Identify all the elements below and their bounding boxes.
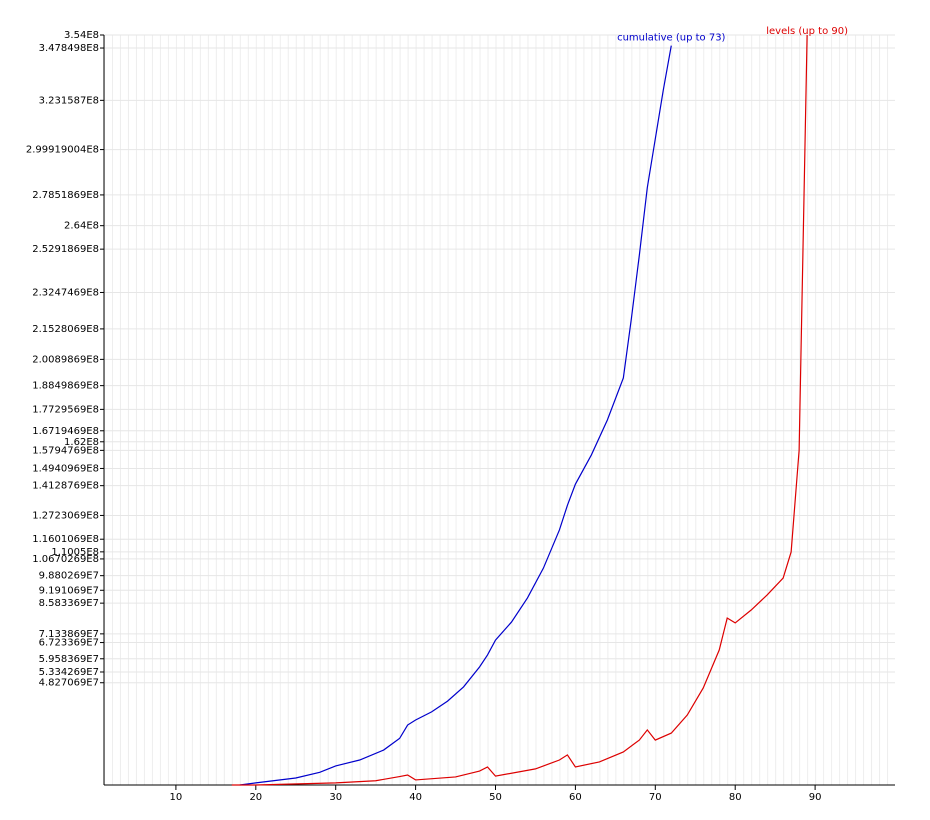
x-tick-label: 70 xyxy=(649,792,662,803)
y-tick-label: 1.2723069E8 xyxy=(32,510,99,521)
y-tick-label: 1.4940969E8 xyxy=(32,463,99,474)
y-tick-label: 1.5794769E8 xyxy=(32,445,99,456)
y-tick-label: 2.3247469E8 xyxy=(32,287,99,298)
y-tick-label: 3.231587E8 xyxy=(39,95,99,106)
y-tick-label: 2.7851869E8 xyxy=(32,190,99,201)
x-tick-label: 50 xyxy=(489,792,502,803)
x-tick-label: 30 xyxy=(329,792,342,803)
series-label: cumulative (up to 73) xyxy=(617,33,725,44)
y-tick-label: 2.64E8 xyxy=(64,221,99,232)
y-tick-label: 1.4128769E8 xyxy=(32,481,99,492)
y-tick-label: 2.1528069E8 xyxy=(32,324,99,335)
series-line xyxy=(231,34,808,786)
y-tick-label: 2.5291869E8 xyxy=(32,244,99,255)
y-tick-label: 3.54E8 xyxy=(64,30,99,41)
x-tick-label: 10 xyxy=(170,792,183,803)
y-tick-label: 8.583369E7 xyxy=(39,598,99,609)
y-tick-label: 5.958369E7 xyxy=(39,654,99,665)
y-tick-label: 1.7729569E8 xyxy=(32,404,99,415)
y-tick-label: 9.191069E7 xyxy=(39,585,99,596)
y-tick-label: 7.133869E7 xyxy=(39,629,99,640)
y-tick-label: 9.880269E7 xyxy=(39,571,99,582)
y-tick-label: 2.0089869E8 xyxy=(32,354,99,365)
y-tick-label: 5.334269E7 xyxy=(39,667,99,678)
y-tick-label: 1.0670269E8 xyxy=(32,554,99,565)
x-tick-label: 40 xyxy=(409,792,422,803)
y-tick-label: 3.478498E8 xyxy=(39,43,99,54)
y-tick-label: 4.827069E7 xyxy=(39,678,99,689)
y-tick-label: 1.62E8 xyxy=(64,437,99,448)
y-tick-label: 2.99919004E8 xyxy=(26,145,99,156)
y-tick-label: 1.1005E8 xyxy=(51,547,99,558)
minor-grid xyxy=(104,35,895,785)
x-tick-label: 20 xyxy=(249,792,262,803)
y-tick-label: 6.723369E7 xyxy=(39,638,99,649)
y-tick-label: 1.1601069E8 xyxy=(32,534,99,545)
series-line xyxy=(239,45,672,786)
x-tick-label: 80 xyxy=(729,792,742,803)
x-tick-label: 60 xyxy=(569,792,582,803)
y-tick-label: 1.8849869E8 xyxy=(32,381,99,392)
x-tick-label: 90 xyxy=(809,792,822,803)
series-label: levels (up to 90) xyxy=(766,26,848,37)
y-tick-label: 1.6719469E8 xyxy=(32,426,99,437)
